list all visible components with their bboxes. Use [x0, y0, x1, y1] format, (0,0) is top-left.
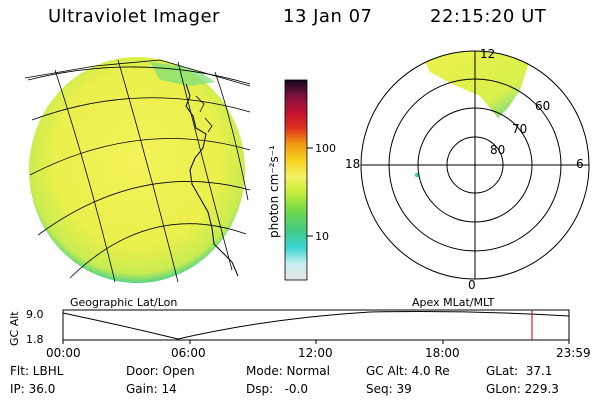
- right-panel-label: Apex MLat/MLT: [412, 296, 495, 309]
- latlon-grid: [27, 59, 251, 283]
- mlat-label-60: 60: [535, 99, 550, 113]
- glat-info: GLat: 37.1: [486, 364, 553, 378]
- island-outline: [195, 95, 213, 133]
- altitude-timeline: GC Alt 9.0 1.8 00:00 06:00 12:00 18:00 2…: [8, 308, 591, 360]
- dsp-info: Dsp: -0.0: [246, 382, 309, 396]
- colorbar: 100 10 photon cm⁻²s⁻¹: [267, 79, 336, 281]
- left-panel-label: Geographic Lat/Lon: [70, 296, 177, 309]
- ip-info: IP: 36.0: [10, 382, 56, 396]
- timeline-x-tick: 18:00: [425, 346, 460, 360]
- timeline-x-tick: 12:00: [298, 346, 333, 360]
- timeline-x-tick: 23:59: [556, 346, 591, 360]
- colorbar-unit-label: photon cm⁻²s⁻¹: [267, 145, 281, 238]
- limb-line: [24, 59, 251, 87]
- timeline-x-tick: 06:00: [171, 346, 206, 360]
- geographic-image-panel: [24, 57, 251, 283]
- date-label: 13 Jan 07: [283, 6, 373, 27]
- timeline-axis-label: GC Alt: [8, 311, 21, 346]
- instrument-title: Ultraviolet Imager: [48, 6, 220, 27]
- seq-info: Seq: 39: [366, 382, 412, 396]
- mlat-label-70: 70: [512, 122, 527, 136]
- emission-spot: [414, 172, 420, 178]
- mlt-label-0: 0: [468, 278, 476, 292]
- mlt-label-18: 18: [345, 157, 360, 171]
- altitude-curve: [62, 311, 570, 340]
- door-info: Door: Open: [126, 364, 195, 378]
- time-label: 22:15:20 UT: [430, 6, 547, 27]
- glon-info: GLon: 229.3: [486, 382, 559, 396]
- timeline-y-tick: 1.8: [26, 333, 44, 346]
- mlt-label-6: 6: [576, 157, 584, 171]
- colorbar-tick-label: 10: [315, 230, 329, 243]
- timeline-frame: [62, 309, 570, 341]
- timeline-y-tick: 9.0: [26, 308, 44, 321]
- colorbar-tick-label: 100: [315, 142, 336, 155]
- colorbar-gradient: [284, 79, 308, 281]
- filter-info: Flt: LBHL: [10, 364, 64, 378]
- timeline-x-tick: 00:00: [46, 346, 81, 360]
- coastline: [185, 83, 239, 277]
- polar-plot: 12 18 6 0 60 70 80: [345, 47, 590, 292]
- gain-info: Gain: 14: [126, 382, 177, 396]
- mlt-label-12: 12: [480, 47, 495, 61]
- gc-alt-info: GC Alt: 4.0 Re: [366, 364, 450, 378]
- mlat-label-80: 80: [490, 143, 505, 157]
- mode-info: Mode: Normal: [246, 364, 330, 378]
